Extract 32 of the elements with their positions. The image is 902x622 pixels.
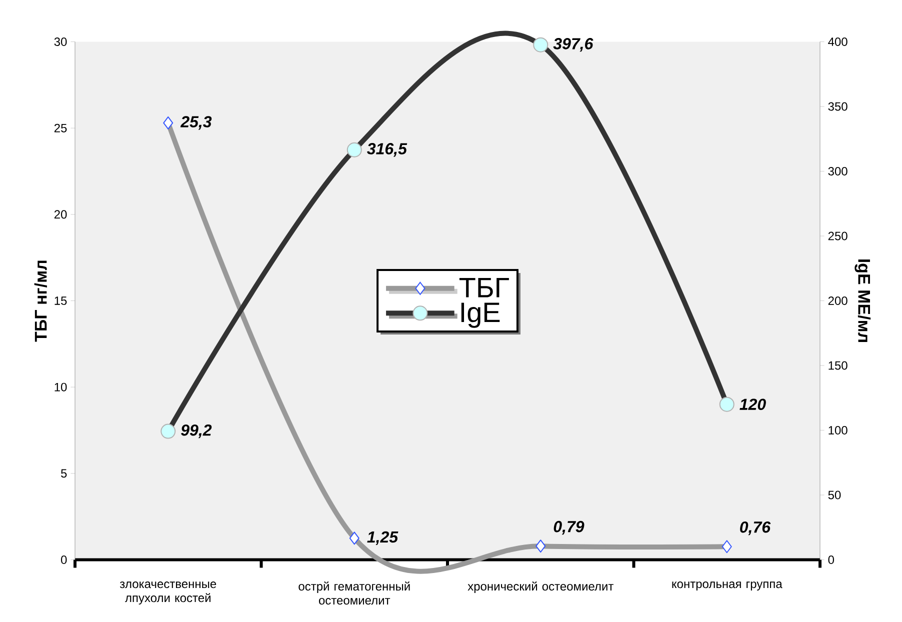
y-tick-label: 15 — [54, 296, 67, 306]
y-axis-title: ТБГ нг/мл — [34, 260, 47, 342]
y-tick-label: 25 — [54, 124, 67, 132]
y-tick-label: 20 — [54, 210, 67, 219]
x-tick-label: контрольная группа — [672, 582, 782, 591]
x-tick-label: острй гематогенный остеомиелит — [298, 582, 410, 605]
y2-tick-label: 300 — [828, 167, 848, 176]
data-label: 316,5 — [367, 143, 408, 157]
y-tick-label: 30 — [54, 38, 67, 46]
legend-label: IgE — [461, 302, 500, 328]
y2-tick-label: 200 — [828, 296, 848, 306]
y2-tick-label: 0 — [828, 556, 834, 564]
y2-axis-title: IgE МЕ/мл — [854, 260, 871, 342]
data-label: 1,25 — [367, 531, 398, 546]
x-tick-label: злокачественные лпухоли костей — [120, 582, 216, 605]
x-tick-label: хронический остеомиелит — [468, 582, 614, 594]
y2-tick-label: 150 — [828, 361, 848, 370]
y2-tick-label: 250 — [828, 232, 848, 240]
data-label: 99,2 — [181, 424, 212, 438]
y2-tick-label: 350 — [828, 102, 848, 111]
data-label: 120 — [740, 398, 766, 410]
data-label: 0,79 — [554, 521, 584, 535]
y-tick-label: 0 — [61, 556, 67, 564]
data-label: 0,76 — [740, 522, 771, 536]
y2-tick-label: 100 — [828, 426, 848, 435]
y2-tick-label: 400 — [828, 38, 848, 46]
y-tick-label: 5 — [61, 469, 67, 478]
y2-tick-label: 50 — [828, 490, 841, 500]
data-label: 25,3 — [180, 116, 212, 130]
legend-label: ТБГ — [459, 278, 509, 298]
data-label: 397,6 — [553, 38, 594, 52]
y-tick-label: 10 — [54, 382, 67, 392]
